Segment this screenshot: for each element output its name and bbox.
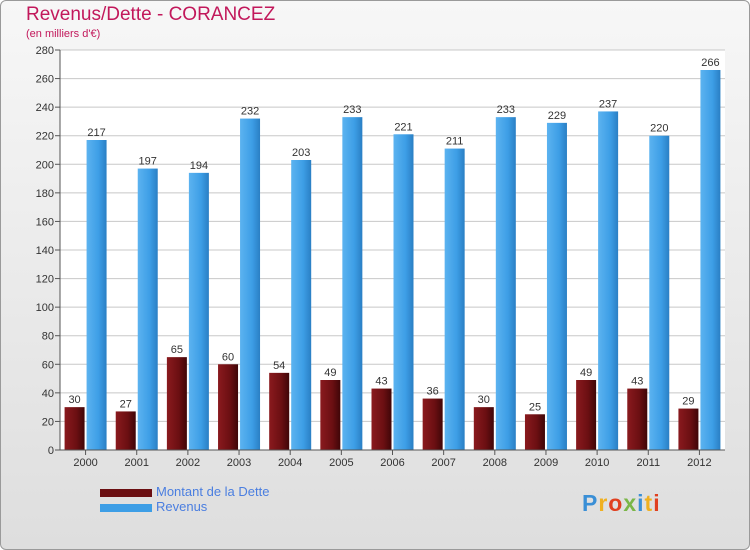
bar-dette [576,380,597,450]
x-tick-label: 2010 [585,457,609,469]
data-label: 233 [497,104,515,116]
bar-dette [473,407,494,450]
logo-letter: r [598,490,609,516]
bars [64,70,721,451]
data-label: 60 [222,351,234,363]
y-tick-label: 240 [36,102,54,114]
x-tick-label: 2006 [380,457,404,469]
bar-revenus [700,70,721,450]
bar-dette [371,388,392,450]
legend-label-dette: Montant de la Dette [156,484,270,499]
x-tick-label: 2005 [329,457,353,469]
bar-revenus [240,118,261,451]
axes: 0 20 40 60 80 100 120 140 160 180 200 220 240 260 280 2… [36,45,725,469]
data-label: 220 [650,123,668,135]
bar-dette [627,388,648,450]
bar-revenus [188,172,209,450]
logo-letter: P [582,490,599,516]
y-tick-label: 220 [36,131,54,143]
data-label: 197 [139,156,157,168]
x-tick-label: 2012 [687,457,711,469]
bar-dette [678,408,699,450]
data-label: 203 [292,147,310,159]
bar-dette [115,411,136,450]
y-tick-label: 200 [36,159,54,171]
chart-subtitle: (en milliers d'€) [26,28,101,40]
x-tick-label: 2004 [278,457,302,469]
y-tick-label: 180 [36,188,54,200]
legend-swatch-dette [100,489,152,497]
data-label: 29 [682,396,694,408]
x-tick-label: 2011 [636,457,660,469]
x-tick-label: 2000 [73,457,97,469]
bar-dette [218,364,239,450]
data-label: 266 [701,57,719,69]
data-label: 49 [324,367,336,379]
bar-revenus [444,148,465,451]
y-tick-label: 40 [42,388,54,400]
logo-letter: t [644,490,654,516]
value-labels: 30 217 27 197 65 194 60 232 54 203 49 233 43 221 36 211… [68,57,719,413]
data-label: 43 [631,376,643,388]
y-tick-label: 280 [36,45,54,57]
chart-title: Revenus/Dette - CORANCEZ [26,4,276,25]
y-tick-label: 60 [42,359,54,371]
data-label: 49 [580,367,592,379]
bar-revenus [342,117,363,451]
data-label: 27 [120,398,132,410]
bar-revenus [546,122,567,450]
data-label: 65 [171,344,183,356]
data-label: 221 [394,121,412,133]
data-label: 36 [427,386,439,398]
data-label: 233 [343,104,361,116]
x-tick-label: 2007 [431,457,455,469]
y-tick-label: 100 [36,302,54,314]
bar-dette [269,372,290,450]
bar-revenus [393,134,414,451]
proxiti-logo: Proxiti [582,490,661,517]
bar-dette [422,398,443,450]
bar-dette [524,414,545,450]
data-label: 237 [599,98,617,110]
data-label: 30 [478,394,490,406]
x-tick-label: 2001 [124,457,148,469]
x-tick-label: 2002 [176,457,200,469]
y-tick-label: 80 [42,331,54,343]
data-label: 30 [68,394,80,406]
bar-revenus [291,160,312,450]
data-label: 54 [273,360,285,372]
data-label: 229 [548,110,566,122]
bar-revenus [649,135,670,450]
y-tick-label: 260 [36,74,54,86]
data-label: 211 [446,136,464,148]
data-label: 217 [87,127,105,139]
bar-revenus [86,140,107,450]
bar-dette [320,380,341,450]
data-label: 194 [190,160,208,172]
data-label: 25 [529,401,541,413]
data-label: 43 [375,376,387,388]
bar-revenus [137,168,158,451]
x-tick-label: 2008 [483,457,507,469]
bar-dette [166,357,187,450]
legend-label-revenus: Revenus [156,499,208,514]
bar-revenus [495,117,516,451]
x-tick-label: 2009 [534,457,558,469]
logo-letter: o [608,490,624,516]
y-tick-label: 160 [36,216,54,228]
y-tick-label: 120 [36,274,54,286]
logo-letter: x [623,490,638,516]
y-tick-label: 140 [36,245,54,257]
y-tick-label: 0 [48,445,54,457]
data-label: 232 [241,106,259,118]
bar-dette [64,407,85,450]
logo-letter: i [637,490,645,516]
logo-letter: i [653,490,661,516]
bar-revenus [598,111,619,450]
legend-swatch-revenus [100,504,152,512]
x-tick-label: 2003 [227,457,251,469]
y-tick-label: 20 [42,416,54,428]
